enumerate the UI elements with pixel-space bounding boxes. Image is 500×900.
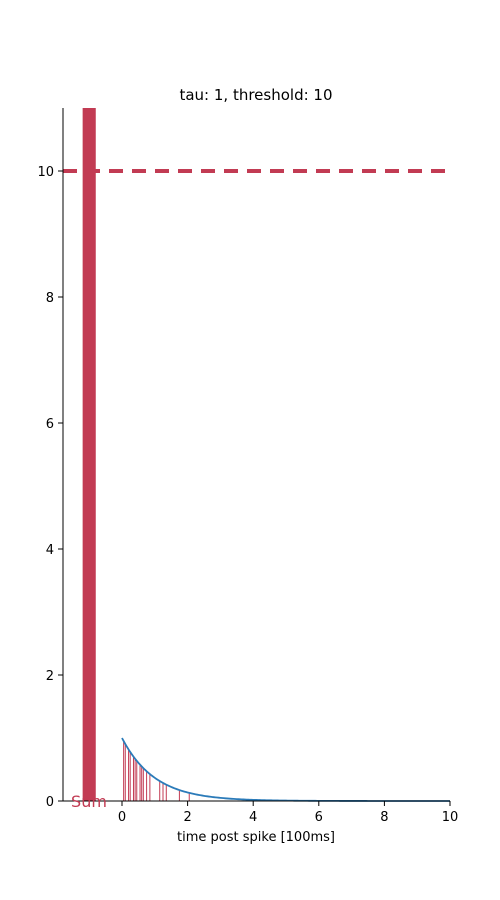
y-tick-label: 6 — [46, 417, 54, 432]
decay-curve — [121, 737, 450, 802]
y-tick-label: 10 — [37, 165, 54, 180]
y-tick-label: 4 — [46, 543, 54, 558]
x-tick-label: 4 — [249, 810, 257, 825]
x-tick-label: 0 — [118, 810, 126, 825]
x-axis-label: time post spike [100ms] — [177, 830, 335, 845]
sum-bar-label: Sum — [71, 792, 107, 811]
plot-area — [63, 108, 450, 802]
x-tick-label: 10 — [442, 810, 459, 825]
axis-ticks: 0 2 4 6 8 10 0 2 4 6 8 10 — [37, 165, 458, 825]
x-tick-label: 2 — [183, 810, 191, 825]
y-tick-label: 8 — [46, 291, 54, 306]
y-tick-label: 0 — [46, 795, 54, 810]
x-tick-label: 8 — [380, 810, 388, 825]
x-tick-label: 6 — [315, 810, 323, 825]
chart-title: tau: 1, threshold: 10 — [179, 86, 332, 104]
sum-bar — [82, 108, 96, 801]
y-tick-label: 2 — [46, 669, 54, 684]
